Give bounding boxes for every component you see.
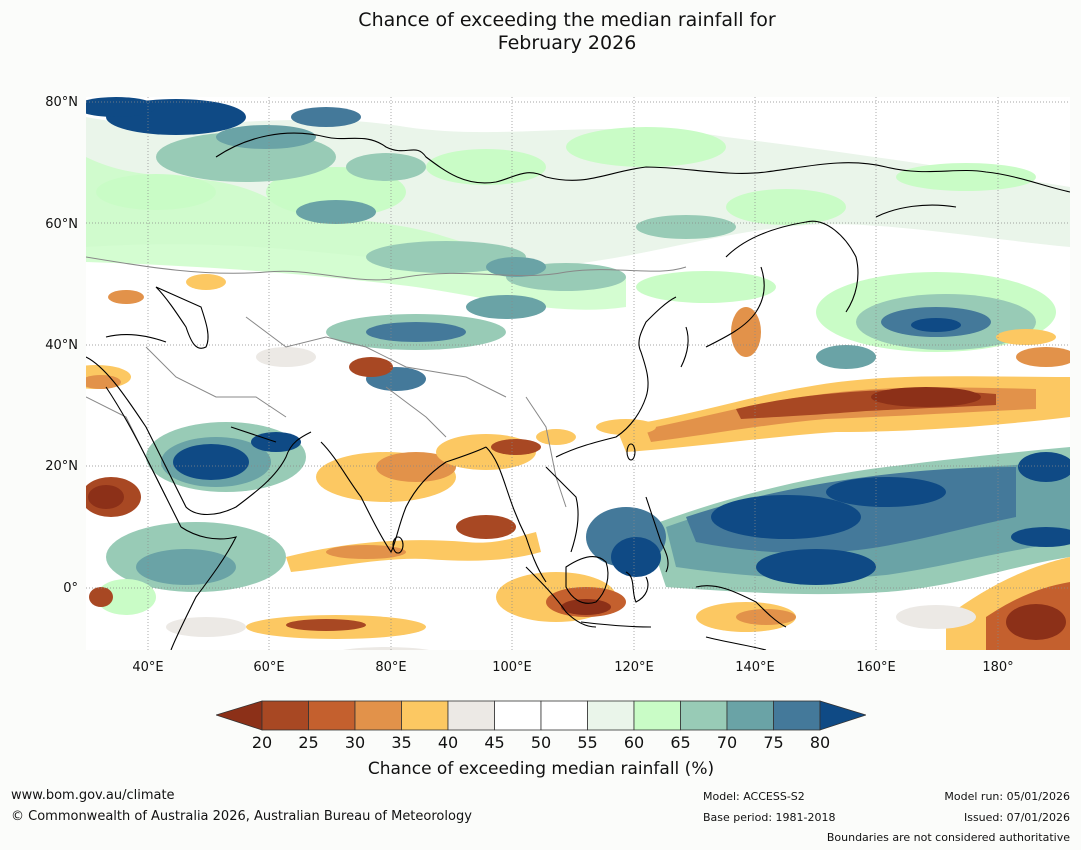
colorbar-label: Chance of exceeding median rainfall (%) [367, 759, 715, 779]
colorbar-tick-label: 55 [577, 733, 598, 752]
model-text: Model: ACCESS-S2 [703, 790, 805, 803]
colorbar-tick-label: 30 [344, 733, 366, 752]
colorbar-bin [587, 700, 635, 731]
lon-label-160e: 160°E [856, 660, 896, 675]
base-period-text: Base period: 1981-2018 [703, 811, 836, 824]
lon-label-180: 180° [982, 660, 1014, 675]
colorbar-graphic [214, 700, 868, 731]
colorbar-tick-label: 50 [530, 733, 552, 752]
colorbar-tick-label: 25 [298, 733, 319, 752]
boundaries-note: Boundaries are not considered authoritat… [826, 831, 1070, 844]
issued-text: Issued: 07/01/2026 [963, 811, 1070, 824]
colorbar-tick-label: 45 [484, 733, 505, 752]
lon-label-40e: 40°E [132, 660, 164, 675]
lat-label-0: 0° [63, 581, 78, 596]
colorbar [214, 700, 868, 732]
colorbar-tick-label: 20 [251, 733, 273, 752]
colorbar-tick-label: 80 [809, 733, 831, 752]
lon-label-60e: 60°E [253, 660, 285, 675]
lon-label-80e: 80°E [375, 660, 407, 675]
map-canvas [86, 97, 1070, 650]
colorbar-bin [354, 700, 402, 731]
colorbar-bin [773, 700, 821, 731]
copyright-text: © Commonwealth of Australia 2026, Austra… [11, 809, 472, 824]
colorbar-tick-label: 60 [623, 733, 645, 752]
colorbar-bin [633, 700, 681, 731]
colorbar-tick-label: 35 [391, 733, 412, 752]
colorbar-tick-label: 70 [716, 733, 738, 752]
colorbar-high-extend [819, 700, 868, 731]
colorbar-bin [308, 700, 356, 731]
colorbar-bin [540, 700, 588, 731]
rainfall-probability-map [86, 97, 1070, 650]
lon-label-140e: 140°E [735, 660, 775, 675]
lat-label-60n: 60°N [45, 217, 78, 232]
colorbar-bin [680, 700, 728, 731]
map-title: Chance of exceeding the median rainfall … [0, 9, 1081, 55]
colorbar-bin [494, 700, 542, 731]
colorbar-bin [726, 700, 774, 731]
lat-label-40n: 40°N [45, 338, 78, 353]
colorbar-tick-label: 75 [763, 733, 784, 752]
colorbar-bin [401, 700, 449, 731]
lon-label-120e: 120°E [614, 660, 654, 675]
lat-label-80n: 80°N [45, 95, 78, 110]
model-run-text: Model run: 05/01/2026 [944, 790, 1070, 803]
colorbar-low-extend [214, 700, 263, 731]
colorbar-bin [261, 700, 309, 731]
lon-label-100e: 100°E [492, 660, 532, 675]
colorbar-tick-label: 40 [437, 733, 459, 752]
colorbar-bin [447, 700, 495, 731]
website-link[interactable]: www.bom.gov.au/climate [11, 788, 175, 803]
lat-label-20n: 20°N [45, 459, 78, 474]
colorbar-tick-label: 65 [670, 733, 691, 752]
title-line-1: Chance of exceeding the median rainfall … [358, 9, 776, 31]
title-line-2: February 2026 [497, 32, 637, 54]
